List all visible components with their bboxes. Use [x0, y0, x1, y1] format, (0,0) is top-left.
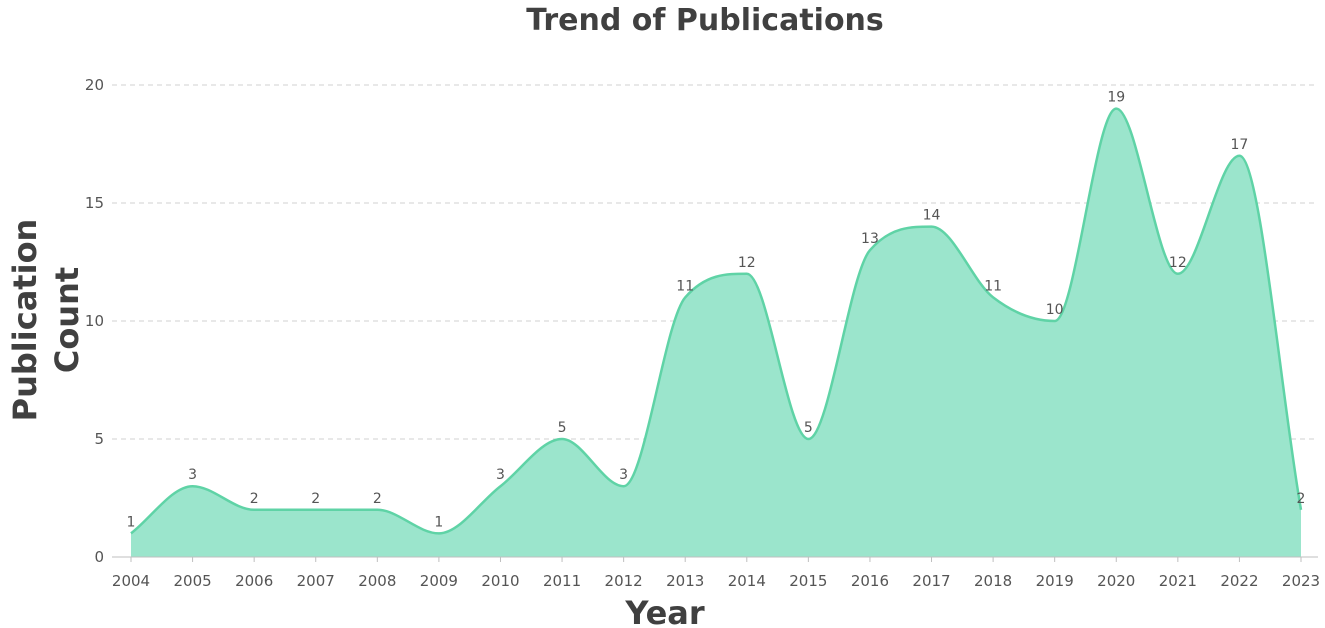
x-tick-label: 2021 [1159, 572, 1197, 590]
x-tick-label: 2006 [235, 572, 273, 590]
x-tick-label: 2008 [358, 572, 396, 590]
x-tick-label: 2010 [481, 572, 519, 590]
x-tick-label: 2017 [912, 572, 950, 590]
data-label: 5 [804, 420, 813, 436]
x-tick-label: 2022 [1220, 572, 1258, 590]
x-tick-label: 2015 [789, 572, 827, 590]
y-tick-label: 10 [85, 312, 104, 330]
y-tick-label: 15 [85, 194, 104, 212]
data-label: 2 [373, 491, 382, 507]
data-label: 10 [1046, 302, 1064, 318]
data-label: 11 [676, 278, 694, 294]
series-line [130, 107, 1303, 535]
x-tick-label: 2019 [1036, 572, 1074, 590]
x-tick-label: 2004 [112, 572, 150, 590]
y-tick-label: 0 [94, 548, 104, 566]
data-label: 2 [250, 491, 259, 507]
x-tick-label: 2007 [297, 572, 335, 590]
x-axis-label: Year [624, 594, 705, 628]
x-tick-labels: 2004 2005 2006 2007 2008 2009 2010 2011 2012 2013… [112, 557, 1320, 590]
x-tick-label: 2011 [543, 572, 581, 590]
y-axis-label-line-2: Count [48, 267, 86, 373]
data-label: 13 [861, 231, 879, 247]
x-tick-label: 2014 [728, 572, 766, 590]
x-tick-label: 2012 [605, 572, 643, 590]
x-tick-label: 2016 [851, 572, 889, 590]
data-label: 5 [558, 420, 567, 436]
x-tick-label: 2005 [173, 572, 211, 590]
data-label: 3 [188, 467, 197, 483]
x-tick-label: 2020 [1097, 572, 1135, 590]
data-label: 2 [311, 491, 320, 507]
data-label: 2 [1297, 491, 1306, 507]
y-tick-labels: 0 5 10 15 20 [85, 76, 104, 566]
y-tick-label: 5 [94, 430, 104, 448]
data-label: 1 [434, 514, 443, 530]
y-axis-label: Publication Count [6, 219, 86, 422]
data-label: 11 [984, 278, 1002, 294]
x-tick-label: 2009 [420, 572, 458, 590]
data-label: 12 [738, 255, 756, 271]
data-label: 19 [1107, 90, 1125, 106]
data-label: 17 [1231, 137, 1249, 153]
data-label: 12 [1169, 255, 1187, 271]
data-label: 14 [923, 208, 941, 224]
x-tick-label: 2013 [666, 572, 704, 590]
data-label: 1 [127, 514, 136, 530]
data-label: 3 [619, 467, 628, 483]
x-tick-label: 2018 [974, 572, 1012, 590]
data-label: 3 [496, 467, 505, 483]
chart-title: Trend of Publications [526, 3, 884, 38]
y-axis-label-line-1: Publication [6, 219, 44, 422]
y-tick-label: 20 [85, 76, 104, 94]
x-tick-label: 2023 [1282, 572, 1320, 590]
series-area [131, 108, 1301, 557]
